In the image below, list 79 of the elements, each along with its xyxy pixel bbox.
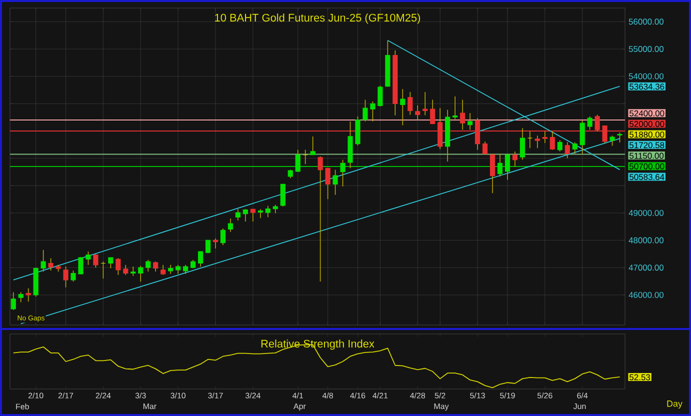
candlestick bbox=[48, 258, 54, 271]
candlestick bbox=[430, 99, 436, 125]
candlestick bbox=[617, 132, 622, 143]
candlestick bbox=[168, 264, 174, 274]
data-label: 51720.58 bbox=[630, 142, 664, 148]
candlestick bbox=[378, 85, 383, 107]
candlestick bbox=[176, 264, 181, 274]
y-tick-label: 46000.00 bbox=[628, 292, 664, 298]
candlestick bbox=[18, 292, 24, 303]
candlestick bbox=[452, 96, 458, 120]
candlestick bbox=[564, 142, 570, 159]
candlestick bbox=[497, 153, 503, 177]
candlestick bbox=[504, 153, 510, 180]
candlestick bbox=[332, 169, 338, 196]
chart-title: 10 BAHT Gold Futures Jun-25 (GF10M25) bbox=[215, 14, 420, 24]
candlestick bbox=[10, 292, 16, 310]
candlestick bbox=[520, 128, 525, 160]
candlestick bbox=[587, 116, 592, 130]
candlestick bbox=[108, 257, 114, 269]
candlestick bbox=[146, 260, 151, 272]
candlestick bbox=[340, 159, 346, 187]
y-tick-label: 56000.00 bbox=[628, 18, 664, 25]
chart-title: Relative Strength Index bbox=[261, 340, 374, 350]
candlestick bbox=[235, 208, 241, 221]
candlestick bbox=[415, 105, 420, 121]
candlestick bbox=[242, 208, 248, 222]
candlestick bbox=[490, 153, 496, 194]
candlestick bbox=[116, 258, 121, 276]
candlestick bbox=[40, 250, 46, 272]
candlestick bbox=[153, 261, 158, 272]
candlestick bbox=[362, 99, 368, 122]
candlestick bbox=[557, 140, 562, 152]
candlestick bbox=[610, 135, 615, 146]
y-tick-label: 47000.00 bbox=[628, 264, 664, 271]
candlestick bbox=[318, 156, 323, 282]
candlestick bbox=[400, 88, 406, 126]
candlestick bbox=[325, 167, 330, 200]
text: 51880.00 bbox=[630, 132, 664, 138]
candlestick bbox=[295, 149, 300, 172]
candlestick bbox=[130, 266, 136, 276]
candlestick bbox=[86, 251, 91, 266]
ref-line-label: 52000.00 bbox=[630, 120, 664, 127]
candlestick bbox=[93, 254, 98, 268]
y-tick-label: 55000.00 bbox=[628, 46, 664, 52]
candlestick bbox=[160, 264, 166, 276]
candlestick bbox=[70, 270, 76, 282]
text: Day bbox=[667, 400, 682, 409]
ref-line-label: 51150.00 bbox=[630, 152, 664, 159]
candlestick bbox=[482, 141, 488, 156]
candlestick bbox=[183, 264, 188, 274]
candlestick bbox=[534, 135, 540, 149]
candlestick bbox=[26, 288, 31, 302]
candlestick bbox=[408, 92, 413, 116]
candlestick bbox=[265, 205, 270, 218]
candlestick bbox=[205, 240, 211, 254]
candlestick bbox=[78, 256, 84, 275]
candlestick bbox=[63, 266, 68, 288]
candlestick bbox=[220, 228, 226, 246]
candlestick bbox=[258, 208, 263, 219]
text: 52.53 bbox=[630, 374, 650, 380]
candlestick bbox=[123, 264, 128, 276]
y-tick-label: 54000.00 bbox=[628, 73, 664, 80]
candlestick bbox=[198, 250, 204, 267]
candlestick bbox=[580, 120, 585, 154]
data-label: 53634.36 bbox=[630, 84, 664, 90]
candlestick bbox=[250, 208, 256, 222]
y-tick-label: 48000.00 bbox=[628, 237, 664, 244]
y-tick-label: 49000.00 bbox=[628, 210, 664, 216]
candlestick bbox=[228, 218, 234, 232]
candlestick bbox=[310, 136, 316, 156]
data-label: 50583.64 bbox=[630, 174, 664, 180]
candlestick bbox=[138, 266, 144, 282]
ref-line-label: 50700.00 bbox=[630, 163, 664, 170]
candlestick bbox=[467, 112, 473, 130]
candlestick bbox=[512, 151, 518, 167]
candlestick bbox=[370, 101, 376, 122]
candlestick bbox=[572, 142, 578, 154]
ref-line-label: 52400.00 bbox=[630, 110, 664, 116]
candlestick bbox=[280, 184, 286, 207]
